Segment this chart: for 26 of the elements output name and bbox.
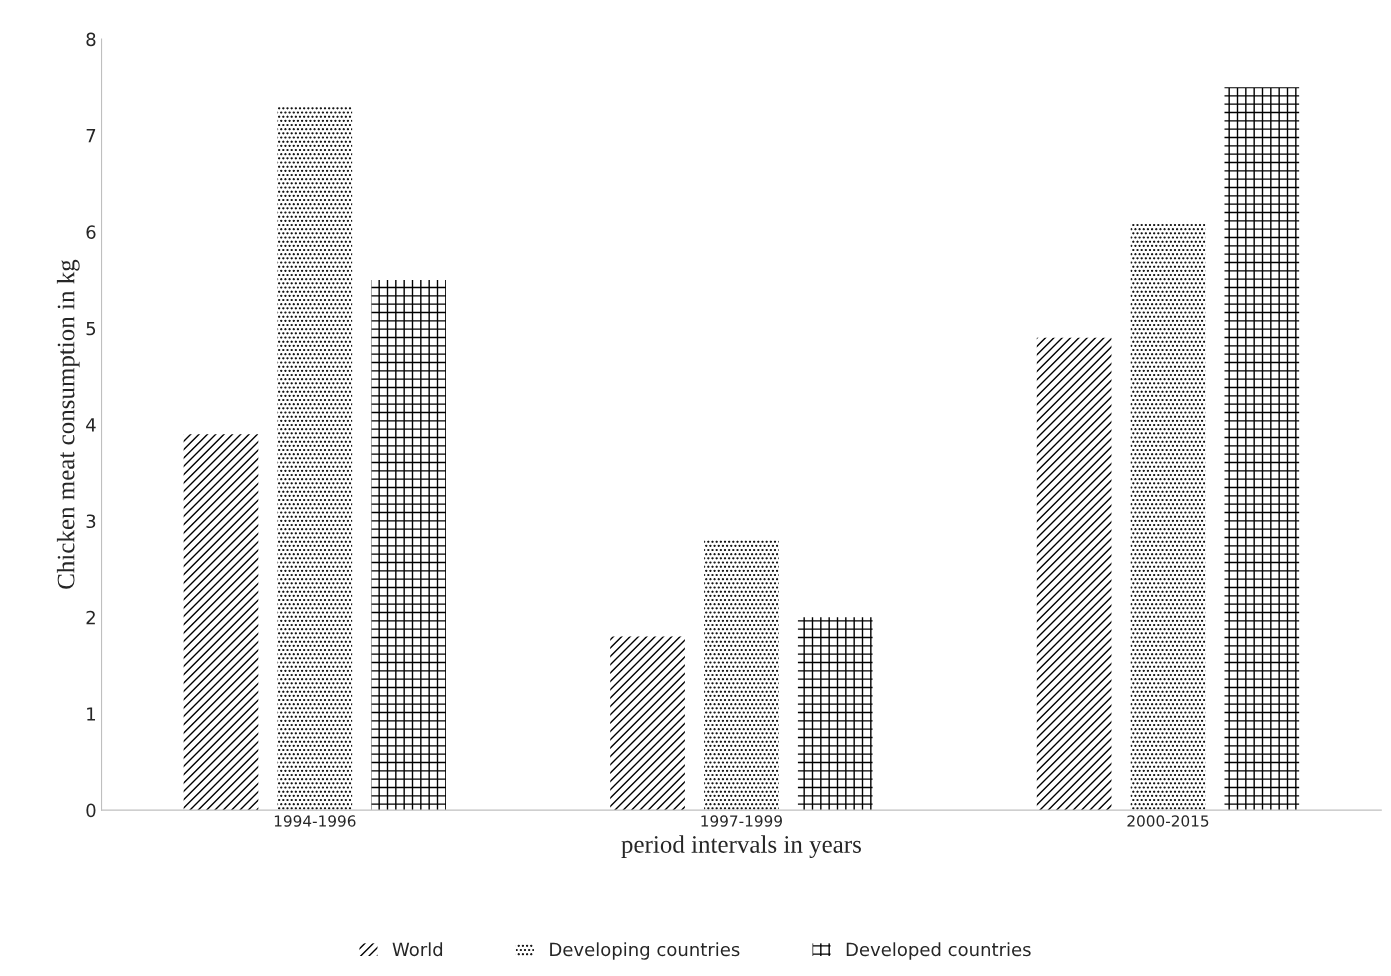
y-tick-label: 1 (87, 707, 96, 721)
y-tick-label: 5 (86, 321, 96, 336)
bar (1130, 222, 1206, 811)
y-tick-label: 2 (86, 610, 95, 625)
y-tick-label: 8 (86, 32, 96, 47)
bar (371, 279, 446, 811)
legend-label: World (392, 942, 443, 957)
legend-label: Developing countries (550, 942, 740, 960)
bar (704, 540, 779, 811)
y-tick-label: 4 (86, 418, 96, 432)
bar (183, 434, 259, 811)
y-tick-label: 3 (86, 514, 96, 529)
y-tick-label: 7 (86, 129, 96, 143)
bar (1224, 87, 1300, 811)
bar (1036, 337, 1112, 811)
y-axis-title: Chicken meat consumption in kg (56, 259, 80, 589)
y-tick-label: 0 (86, 803, 96, 818)
bar (797, 617, 873, 811)
x-tick-label: 1994-1996 (274, 815, 356, 827)
x-tick-label: 2000-2015 (1127, 815, 1209, 827)
x-axis-title: period intervals in years (621, 835, 861, 859)
bar (610, 636, 685, 811)
bar (277, 106, 353, 811)
y-tick-label: 6 (86, 225, 96, 239)
legend-label: Developed countries (846, 942, 1031, 960)
x-tick-label: 1997-1999 (701, 815, 782, 827)
